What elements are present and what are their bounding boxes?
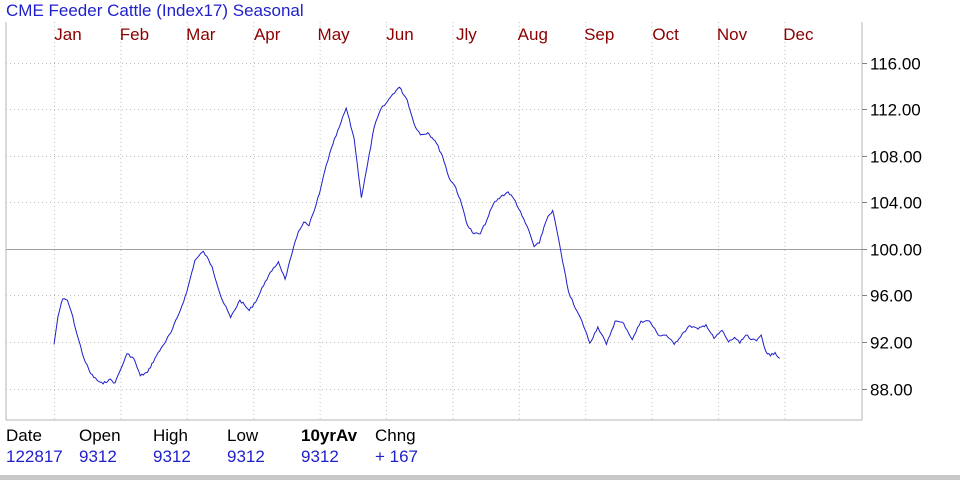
info-header: High xyxy=(153,426,188,445)
month-label: Dec xyxy=(783,25,814,44)
month-label: Jly xyxy=(456,25,477,44)
y-tick-label: 112.00 xyxy=(870,101,921,120)
info-value: 9312 xyxy=(301,447,339,466)
info-value: 9312 xyxy=(79,447,117,466)
info-header: 10yrAv xyxy=(301,426,358,445)
month-label: Jun xyxy=(386,25,413,44)
month-label: Mar xyxy=(186,25,216,44)
info-header: Open xyxy=(79,426,121,445)
axis-label-layer: Jan Feb Mar Apr May Jun Jly Aug Sep Oct Nov Dec 116.… xyxy=(54,25,922,400)
info-value: 9312 xyxy=(227,447,265,466)
info-column-10yrav: 10yrAv 9312 xyxy=(301,425,357,467)
info-column-high: High 9312 xyxy=(153,425,191,467)
info-column-chng: Chng + 167 xyxy=(375,425,418,467)
month-label: Jan xyxy=(54,25,81,44)
month-label: Apr xyxy=(254,25,281,44)
y-tick-label: 108.00 xyxy=(870,148,922,167)
info-column-low: Low 9312 xyxy=(227,425,265,467)
y-tick-label: 92.00 xyxy=(870,334,913,353)
grid-layer xyxy=(5,22,867,421)
y-tick-label: 116.00 xyxy=(870,55,921,74)
info-header: Date xyxy=(6,426,42,445)
month-label: Oct xyxy=(652,25,679,44)
info-column-open: Open 9312 xyxy=(79,425,121,467)
seasonal-chart: Jan Feb Mar Apr May Jun Jly Aug Sep Oct Nov Dec 116.… xyxy=(5,22,922,421)
y-tick-label: 104.00 xyxy=(870,194,922,213)
info-header: Chng xyxy=(375,426,416,445)
y-tick-label: 96.00 xyxy=(870,287,913,306)
chart-title: CME Feeder Cattle (Index17) Seasonal xyxy=(6,1,304,20)
info-header: Low xyxy=(227,426,259,445)
month-label: Nov xyxy=(717,25,748,44)
seasonal-series-line xyxy=(53,86,781,385)
series-layer xyxy=(53,86,781,385)
month-label: May xyxy=(318,25,351,44)
info-column-date: Date 122817 xyxy=(6,425,63,467)
month-label: Feb xyxy=(120,25,149,44)
y-tick-label: 100.00 xyxy=(870,241,922,260)
y-tick-label: 88.00 xyxy=(870,381,913,400)
info-value: 122817 xyxy=(6,447,63,466)
info-value: + 167 xyxy=(375,447,419,466)
month-label: Aug xyxy=(518,25,548,44)
month-label: Sep xyxy=(584,25,614,44)
info-value: 9312 xyxy=(153,447,191,466)
bottom-divider xyxy=(0,475,960,480)
